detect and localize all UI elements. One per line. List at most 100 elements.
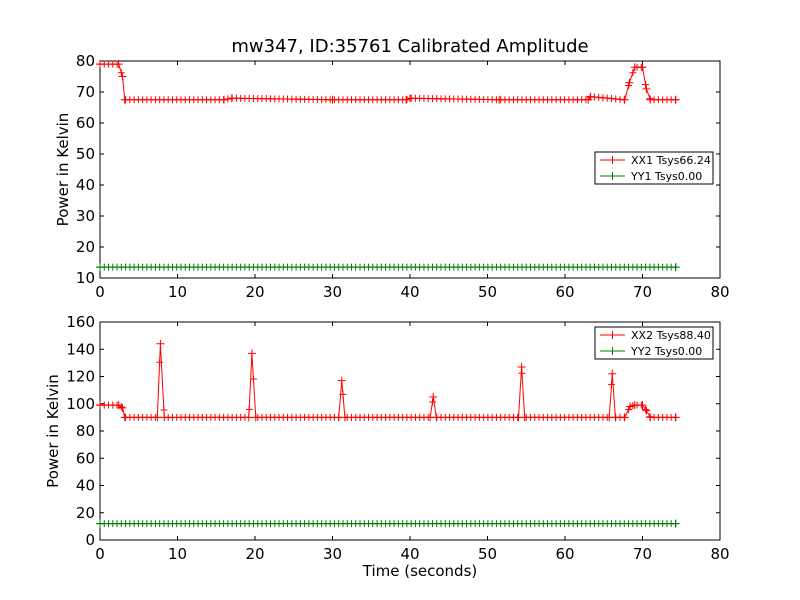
marker [227,94,236,103]
legend-label: YY2 Tsys0.00 [630,345,702,358]
x-tick-label: 50 [478,283,497,301]
y-tick-label: 50 [76,145,95,163]
marker [646,413,655,422]
x-tick-label: 80 [710,283,729,301]
marker [114,60,123,69]
y-tick-label: 20 [76,504,95,522]
marker [625,406,633,414]
marker [611,413,620,422]
y-tick-label: 30 [76,207,95,225]
y-tick-label: 80 [76,422,95,440]
marker [337,376,346,385]
y-tick-label: 140 [66,340,95,358]
marker [249,375,257,383]
marker [671,413,680,422]
marker [96,60,104,69]
legend-label: XX2 Tsys88.40 [631,329,711,342]
marker [244,413,253,422]
x-tick-label: 10 [168,283,187,301]
marker [608,369,617,378]
marker [428,398,436,406]
marker [625,78,634,87]
x-tick-label: 40 [400,545,419,563]
legend-box [594,326,714,360]
x-tick-label: 80 [710,545,729,563]
marker [495,95,504,104]
legend-marker [608,156,617,164]
x-tick-label: 60 [555,283,574,301]
x-tick-label: 60 [555,545,574,563]
y-tick-label: 10 [76,269,95,287]
marker [96,263,104,272]
marker [328,95,337,104]
x-tick-label: 20 [245,545,264,563]
x-tick-label: 30 [323,283,342,301]
x-tick-label: 10 [168,545,187,563]
legend-marker [608,331,617,339]
series-markers [96,519,680,528]
marker [118,403,127,412]
legend-marker [608,172,617,180]
y-tick-label: 40 [76,176,95,194]
marker [220,95,228,104]
y-axis-label: Power in Kelvin [44,374,62,488]
marker [642,81,650,89]
marker [96,519,104,528]
marker [638,63,647,72]
x-tick-label: 20 [245,283,264,301]
marker [96,401,104,410]
x-tick-label: 30 [323,545,342,563]
y-tick-label: 20 [76,238,95,256]
marker [118,72,127,81]
marker [429,392,438,401]
marker [153,413,162,422]
marker [671,95,680,104]
marker [156,339,165,348]
marker [156,358,164,366]
marker [340,413,349,422]
x-tick-label: 40 [400,283,419,301]
marker [625,82,633,90]
marker [432,413,441,422]
figure-title: mw347, ID:35761 Calibrated Amplitude [231,36,588,57]
marker [339,390,347,398]
x-axis-label: Time (seconds) [362,562,478,580]
marker [517,362,526,371]
marker [620,95,629,104]
marker [630,63,639,72]
y-axis-label: Power in Kelvin [54,113,72,227]
y-tick-label: 100 [66,395,95,413]
marker [608,381,615,389]
y-tick-label: 0 [85,531,95,549]
marker [586,92,595,101]
marker [626,402,635,411]
x-tick-label: 0 [95,545,105,563]
marker [520,413,529,422]
legend-label: YY1 Tsys0.00 [630,170,702,183]
marker [671,519,680,528]
legend-box [594,151,714,185]
marker [120,413,129,422]
y-tick-label: 160 [66,313,95,331]
marker [629,69,637,77]
marker [245,405,253,413]
legend-marker [608,347,617,355]
plot-bottom: 0 10 20 30 40 50 60 70 80 0 20 40 60 80 100 120 140 160 Po… [44,313,730,580]
marker [117,69,125,77]
x-tick-label: 0 [95,283,105,301]
legend: XX2 Tsys88.40 YY2 Tsys0.00 [594,326,714,360]
marker [224,95,232,103]
marker [402,95,411,104]
x-tick-label: 70 [633,545,652,563]
marker [642,405,650,413]
marker [638,401,647,410]
series-markers [96,339,680,422]
marker [247,349,256,358]
series-markers [96,263,680,272]
marker [120,95,129,104]
x-tick-label: 50 [478,545,497,563]
marker [620,413,629,422]
marker [160,413,169,422]
y-tick-label: 80 [76,52,95,70]
marker [646,95,655,104]
